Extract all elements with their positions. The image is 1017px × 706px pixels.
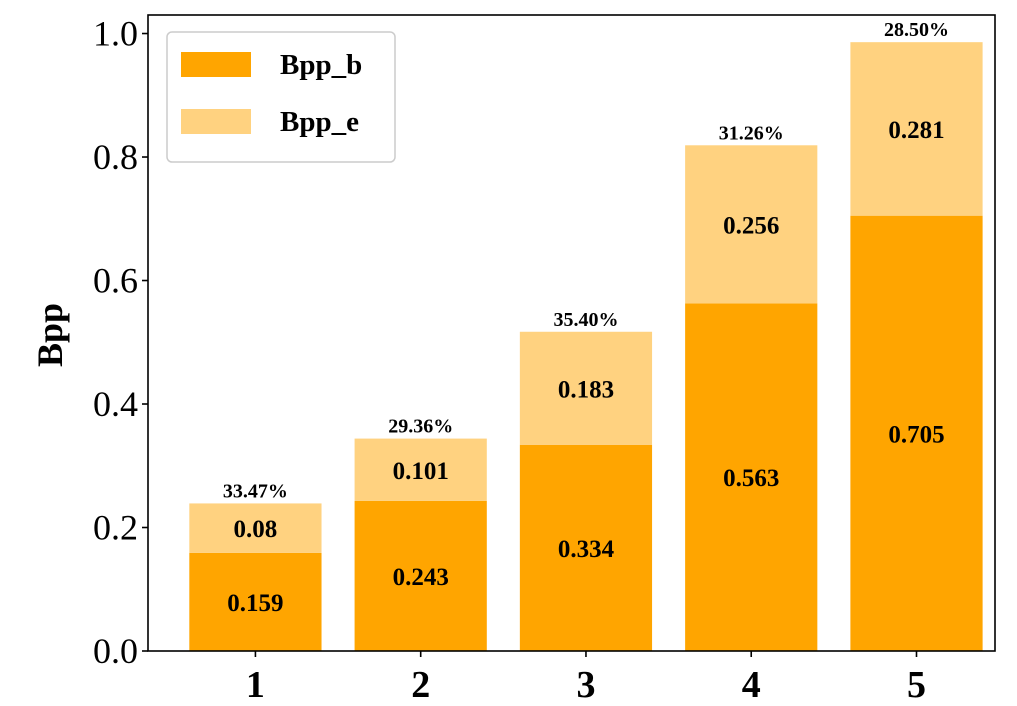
x-tick-label-2: 2 [411, 664, 430, 706]
y-tick-label-0: 0.0 [93, 631, 138, 671]
y-axis-title: Bpp [30, 303, 70, 367]
bar-bpp-b-4 [685, 303, 818, 651]
data-label-bpp-e-1: 0.08 [234, 516, 278, 543]
bar-bpp-b-1 [189, 552, 322, 651]
percent-label-2: 29.36% [388, 416, 453, 438]
x-tick-label-1: 1 [246, 664, 265, 706]
bar-bpp-e-4 [685, 145, 818, 304]
legend-label-bpp-e: Bpp_e [280, 106, 359, 138]
data-label-bpp-b-5: 0.705 [888, 421, 944, 448]
legend: Bpp_b Bpp_e [166, 31, 396, 163]
data-label-bpp-e-4: 0.256 [723, 212, 779, 239]
bar-bpp-b-5 [850, 215, 983, 651]
legend-swatch-bpp-e [181, 109, 251, 134]
data-label-bpp-b-4: 0.563 [723, 465, 779, 492]
x-axis-ticks: 1 2 3 4 5 [246, 651, 926, 706]
data-label-bpp-e-3: 0.183 [558, 376, 614, 403]
y-tick-label-3: 0.6 [93, 261, 138, 301]
bars-group [189, 42, 983, 651]
y-tick-label-5: 1.0 [93, 14, 138, 54]
percent-labels-group: 33.47% 29.36% 35.40% 31.26% 28.50% [223, 19, 949, 502]
data-label-bpp-b-3: 0.334 [558, 536, 615, 563]
bar-bpp-e-2 [354, 438, 487, 501]
x-tick-label-3: 3 [576, 664, 595, 706]
legend-label-bpp-b: Bpp_b [280, 49, 362, 81]
x-tick-label-5: 5 [907, 664, 926, 706]
percent-label-1: 33.47% [223, 480, 288, 502]
x-tick-label-4: 4 [742, 664, 761, 706]
percent-label-5: 28.50% [884, 19, 949, 41]
y-axis-ticks: 0.0 0.2 0.4 0.6 0.8 1.0 [93, 14, 148, 671]
plot-frame [147, 14, 996, 652]
bar-bpp-e-5 [850, 42, 983, 216]
data-label-bpp-b-2: 0.243 [393, 564, 449, 591]
y-tick-label-1: 0.2 [93, 508, 138, 548]
percent-label-4: 31.26% [719, 122, 784, 144]
data-label-bpp-e-2: 0.101 [393, 458, 449, 485]
data-label-bpp-e-5: 0.281 [888, 117, 944, 144]
data-label-bpp-b-1: 0.159 [227, 590, 283, 617]
bar-bpp-e-3 [519, 331, 653, 445]
bar-bpp-e-1 [189, 503, 322, 553]
bar-bpp-b-2 [354, 500, 487, 651]
percent-label-3: 35.40% [553, 309, 618, 331]
segment-labels-group: 0.159 0.08 0.243 0.101 0.334 0.183 0.563 0.256 0… [227, 117, 944, 617]
legend-swatch-bpp-b [181, 52, 251, 77]
bar-bpp-b-3 [519, 444, 653, 651]
y-tick-label-2: 0.4 [93, 384, 138, 424]
y-tick-label-4: 0.8 [93, 137, 138, 177]
